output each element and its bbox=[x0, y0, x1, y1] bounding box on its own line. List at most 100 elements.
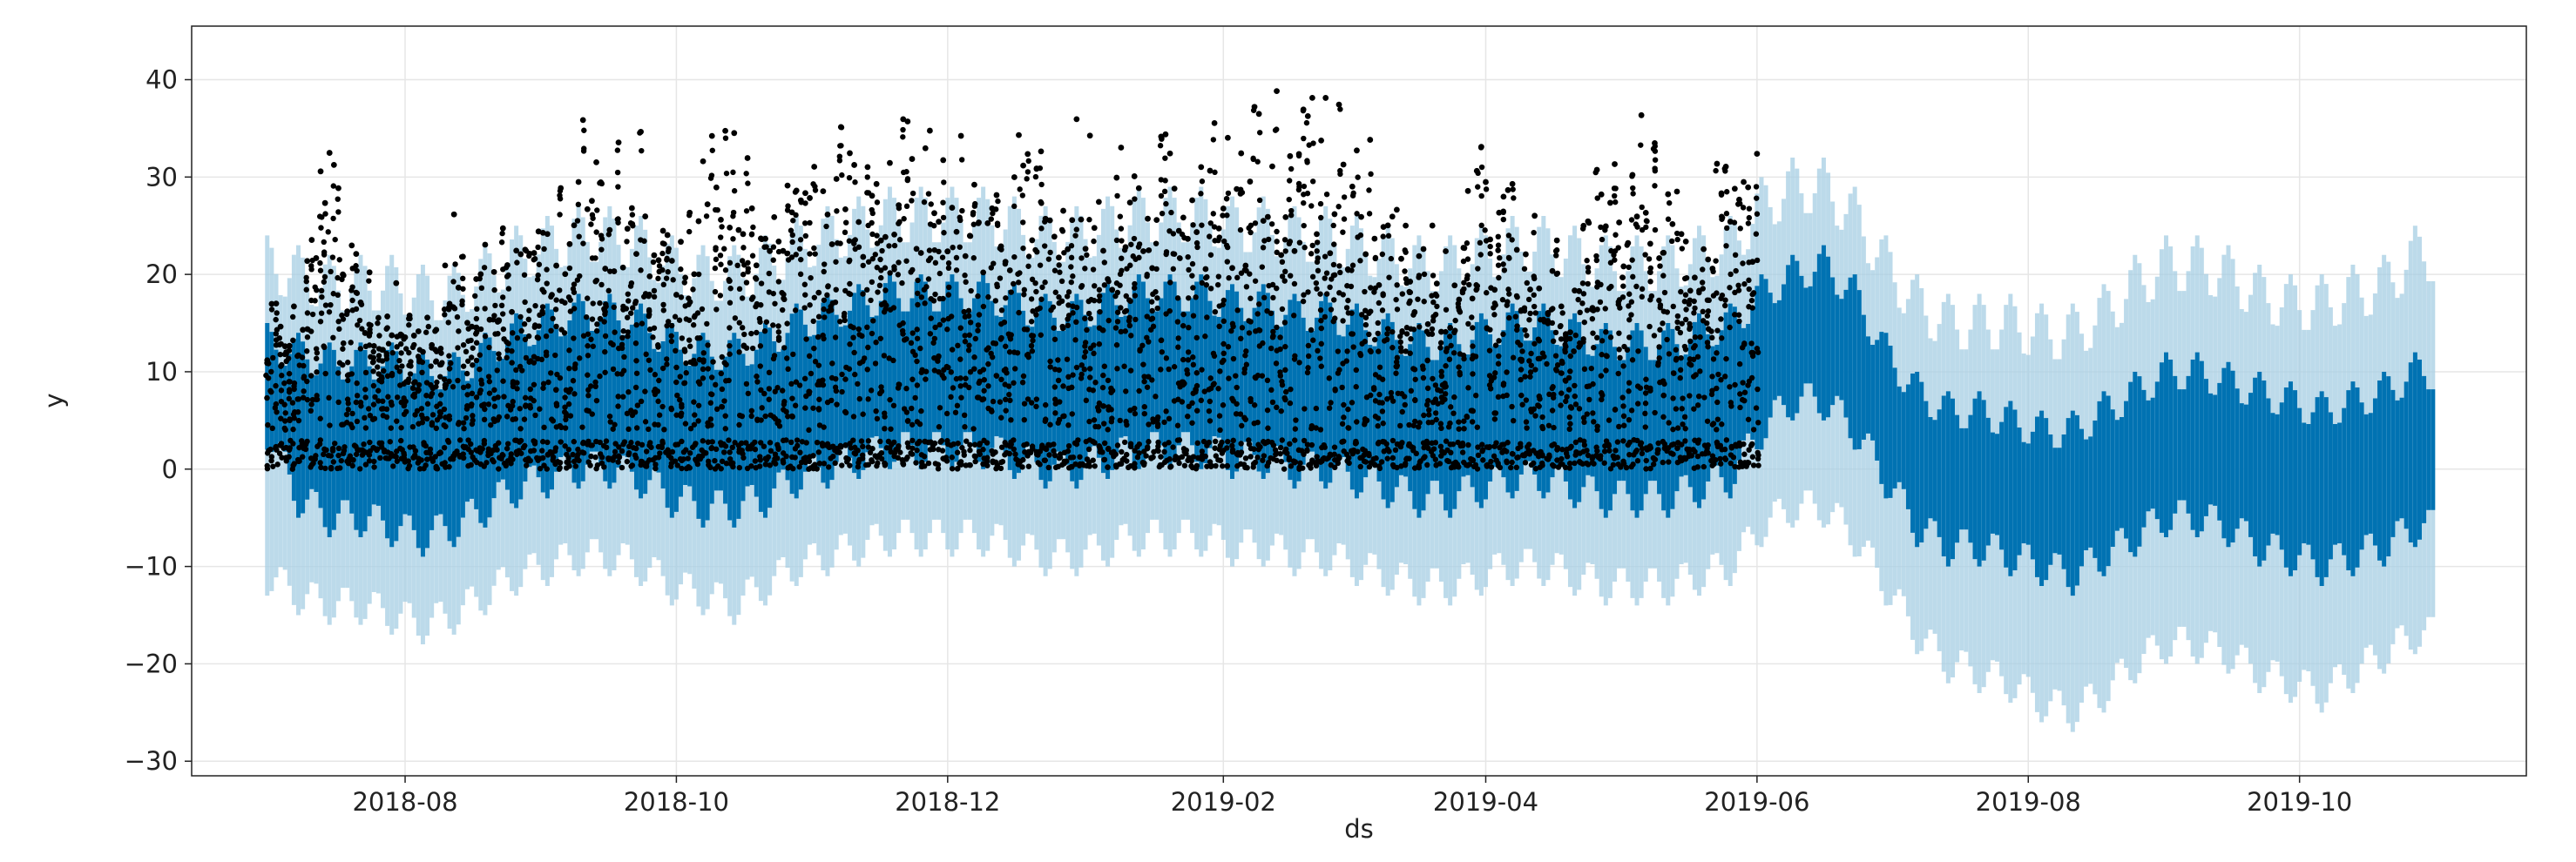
observed-point bbox=[366, 458, 373, 464]
observed-point bbox=[340, 271, 346, 278]
observed-point bbox=[1037, 448, 1044, 455]
observed-point bbox=[602, 369, 608, 375]
observed-point bbox=[748, 463, 754, 469]
observed-point bbox=[1270, 328, 1276, 335]
observed-point bbox=[382, 455, 389, 461]
observed-point bbox=[1220, 340, 1227, 347]
observed-point bbox=[921, 454, 928, 460]
observed-point bbox=[498, 302, 505, 309]
observed-point bbox=[928, 315, 934, 321]
observed-point bbox=[508, 461, 514, 467]
observed-point bbox=[1198, 191, 1204, 197]
observed-point bbox=[268, 454, 275, 460]
observed-point bbox=[789, 232, 795, 239]
observed-point bbox=[1128, 333, 1134, 339]
observed-point bbox=[1399, 329, 1405, 335]
observed-point bbox=[1528, 350, 1534, 357]
observed-point bbox=[1204, 314, 1210, 320]
observed-point bbox=[1189, 260, 1196, 267]
observed-point bbox=[660, 307, 666, 313]
observed-point bbox=[321, 199, 328, 206]
observed-point bbox=[918, 369, 924, 375]
observed-point bbox=[1475, 184, 1481, 190]
observed-point bbox=[470, 362, 476, 368]
observed-point bbox=[1006, 349, 1013, 355]
observed-point bbox=[678, 294, 685, 300]
observed-point bbox=[1100, 327, 1106, 333]
observed-point bbox=[1513, 293, 1520, 300]
observed-point bbox=[915, 277, 921, 284]
observed-point bbox=[1078, 375, 1085, 381]
observed-point bbox=[1011, 253, 1018, 260]
observed-point bbox=[957, 132, 964, 139]
observed-point bbox=[1203, 282, 1210, 288]
observed-point bbox=[860, 443, 866, 450]
observed-point bbox=[970, 209, 977, 216]
observed-point bbox=[643, 463, 650, 469]
observed-point bbox=[1330, 272, 1337, 279]
observed-point bbox=[1424, 441, 1430, 447]
observed-point bbox=[876, 390, 883, 397]
observed-point bbox=[896, 237, 903, 243]
observed-point bbox=[1504, 186, 1511, 193]
observed-point bbox=[962, 424, 968, 430]
observed-point bbox=[375, 364, 381, 370]
observed-point bbox=[1367, 137, 1374, 143]
observed-point bbox=[1430, 375, 1436, 382]
observed-point bbox=[941, 374, 947, 381]
observed-point bbox=[268, 306, 275, 313]
observed-point bbox=[1384, 326, 1391, 332]
observed-point bbox=[1126, 322, 1133, 329]
observed-point bbox=[1041, 457, 1048, 463]
observed-point bbox=[1303, 119, 1310, 126]
observed-point bbox=[1313, 425, 1319, 431]
observed-point bbox=[1509, 180, 1516, 187]
observed-point bbox=[1491, 374, 1498, 380]
observed-point bbox=[651, 293, 658, 300]
observed-point bbox=[913, 460, 919, 466]
observed-point bbox=[628, 279, 635, 286]
observed-point bbox=[1362, 314, 1369, 320]
observed-point bbox=[745, 180, 751, 186]
observed-point bbox=[1379, 307, 1386, 313]
observed-point bbox=[821, 335, 827, 342]
observed-point bbox=[842, 408, 849, 415]
observed-point bbox=[834, 401, 840, 407]
observed-point bbox=[1226, 275, 1232, 281]
observed-point bbox=[1531, 460, 1537, 467]
observed-point bbox=[1345, 406, 1351, 413]
observed-point bbox=[1149, 307, 1155, 314]
observed-point bbox=[1264, 462, 1270, 469]
observed-point bbox=[1437, 443, 1444, 449]
observed-point bbox=[1475, 452, 1482, 459]
observed-point bbox=[1011, 174, 1018, 180]
observed-point bbox=[625, 450, 632, 456]
observed-point bbox=[605, 287, 612, 294]
observed-point bbox=[1122, 328, 1129, 334]
observed-point bbox=[1495, 394, 1502, 401]
observed-point bbox=[990, 210, 996, 217]
observed-point bbox=[1432, 440, 1439, 446]
observed-point bbox=[1335, 101, 1342, 108]
observed-point bbox=[829, 360, 835, 367]
observed-point bbox=[441, 306, 448, 313]
observed-point bbox=[544, 280, 550, 286]
observed-point bbox=[625, 333, 631, 340]
observed-point bbox=[1304, 190, 1311, 197]
observed-point bbox=[1500, 193, 1507, 200]
observed-point bbox=[499, 311, 506, 317]
observed-point bbox=[615, 216, 621, 222]
observed-point bbox=[1175, 335, 1181, 341]
observed-point bbox=[935, 461, 942, 468]
observed-point bbox=[663, 275, 670, 281]
observed-point bbox=[655, 344, 661, 350]
observed-point bbox=[1370, 385, 1377, 391]
observed-point bbox=[1163, 249, 1170, 255]
observed-point bbox=[1007, 397, 1013, 404]
observed-point bbox=[966, 232, 973, 239]
observed-point bbox=[723, 170, 730, 177]
observed-point bbox=[1108, 407, 1114, 413]
observed-point bbox=[1029, 237, 1036, 244]
observed-point bbox=[505, 286, 512, 292]
observed-point bbox=[1051, 448, 1057, 455]
